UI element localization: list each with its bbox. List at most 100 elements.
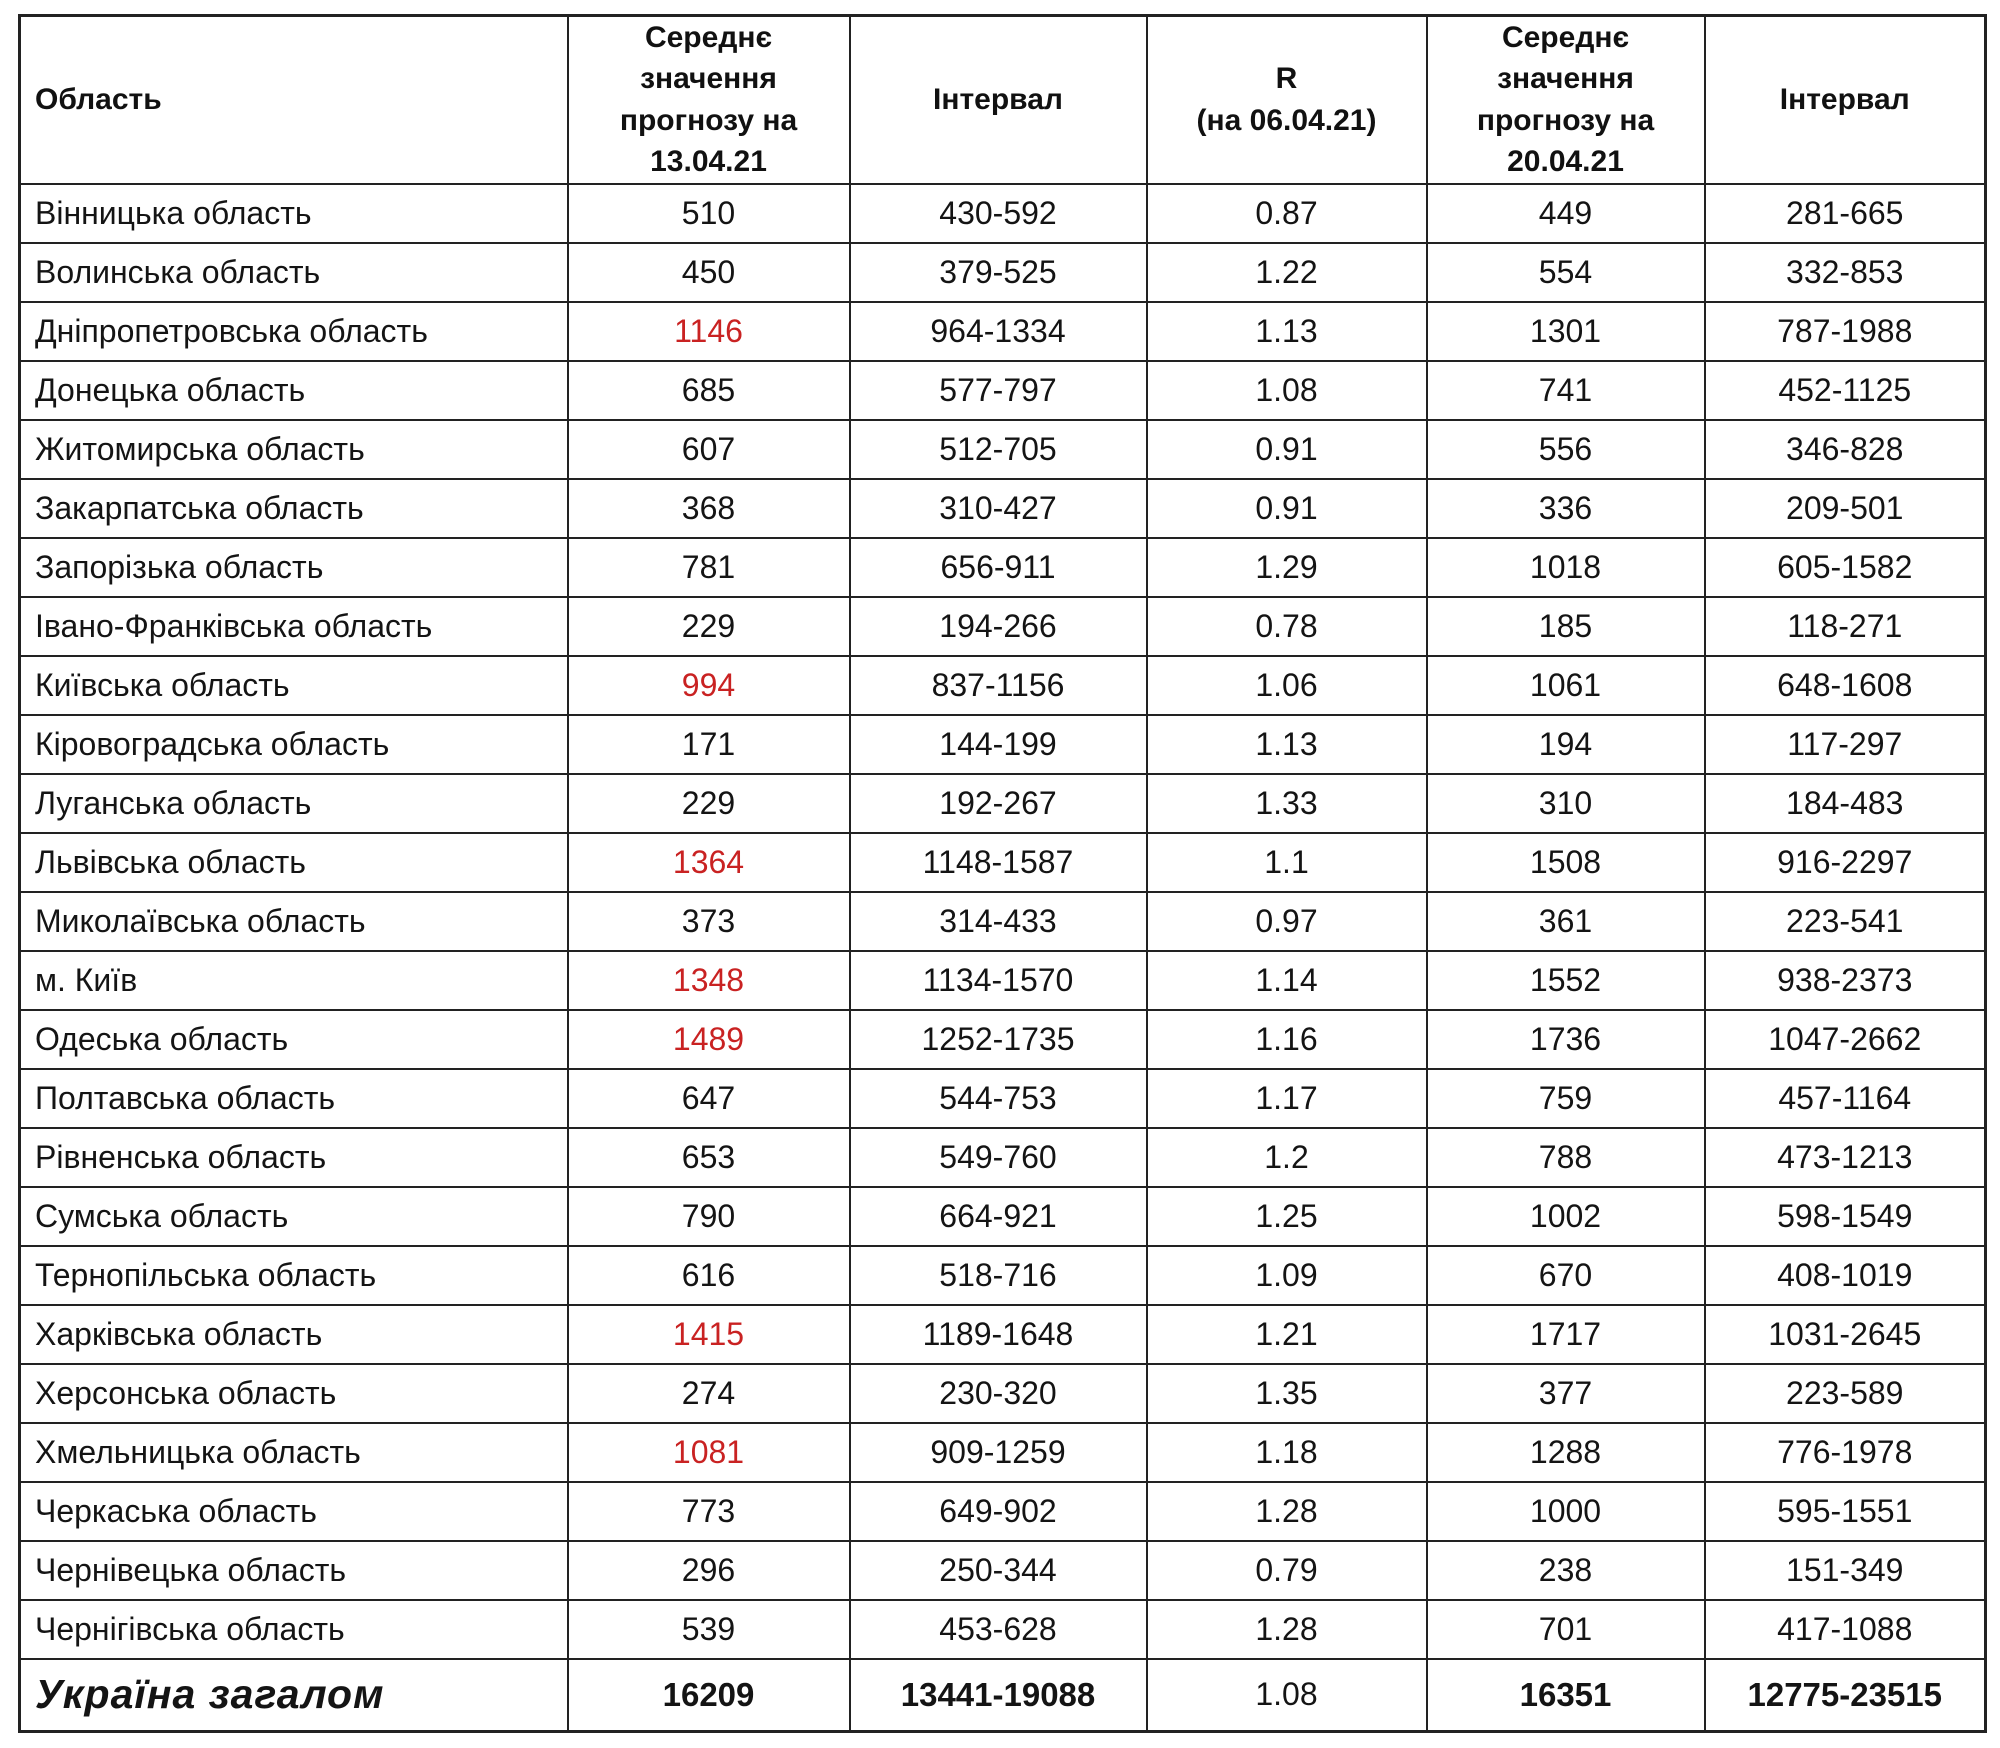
mean-13-cell: 647	[566, 1067, 851, 1129]
mean-20-cell: 310	[1425, 772, 1706, 834]
table-row: Чернівецька область 296 250-344 0.79 238…	[18, 1539, 1987, 1601]
interval-13-cell: 192-267	[848, 772, 1148, 834]
region-cell: Чернівецька область	[18, 1539, 569, 1601]
r-cell: 1.35	[1145, 1362, 1428, 1424]
region-cell: Луганська область	[18, 772, 569, 834]
mean-20-cell: 1717	[1425, 1303, 1706, 1365]
r-cell: 0.91	[1145, 477, 1428, 539]
interval-20-cell: 117-297	[1703, 713, 1987, 775]
column-header-mean-13-04: Середнє значення прогнозу на 13.04.21	[566, 14, 851, 185]
region-cell: Миколаївська область	[18, 890, 569, 952]
interval-13-cell: 649-902	[848, 1480, 1148, 1542]
interval-20-cell: 209-501	[1703, 477, 1987, 539]
mean-20-cell: 1301	[1425, 300, 1706, 362]
region-cell: Волинська область	[18, 241, 569, 303]
table-row: Сумська область 790 664-921 1.25 1002 59…	[18, 1185, 1987, 1247]
interval-20-cell: 346-828	[1703, 418, 1987, 480]
region-cell: Хмельницька область	[18, 1421, 569, 1483]
mean-13-cell: 607	[566, 418, 851, 480]
mean-20-cell: 1061	[1425, 654, 1706, 716]
mean-20-cell: 336	[1425, 477, 1706, 539]
region-cell: Кіровоградська область	[18, 713, 569, 775]
table-row: Хмельницька область 1081 909-1259 1.18 1…	[18, 1421, 1987, 1483]
interval-13-cell: 512-705	[848, 418, 1148, 480]
interval-20-cell: 595-1551	[1703, 1480, 1987, 1542]
interval-13-cell: 1148-1587	[848, 831, 1148, 893]
region-cell: Івано-Франківська область	[18, 595, 569, 657]
total-mean-20-cell: 16351	[1425, 1657, 1706, 1733]
interval-13-cell: 1252-1735	[848, 1008, 1148, 1070]
interval-13-cell: 837-1156	[848, 654, 1148, 716]
mean-20-cell: 556	[1425, 418, 1706, 480]
table-row: Черкаська область 773 649-902 1.28 1000 …	[18, 1480, 1987, 1542]
mean-13-cell: 781	[566, 536, 851, 598]
interval-13-cell: 909-1259	[848, 1421, 1148, 1483]
mean-13-cell: 1415	[566, 1303, 851, 1365]
column-header-mean-20-04: Середнє значення прогнозу на 20.04.21	[1425, 14, 1706, 185]
mean-20-cell: 554	[1425, 241, 1706, 303]
mean-13-cell: 773	[566, 1480, 851, 1542]
interval-20-cell: 648-1608	[1703, 654, 1987, 716]
total-region-cell: Україна загалом	[18, 1657, 569, 1733]
interval-13-cell: 194-266	[848, 595, 1148, 657]
r-cell: 1.17	[1145, 1067, 1428, 1129]
r-cell: 1.06	[1145, 654, 1428, 716]
mean-13-cell: 685	[566, 359, 851, 421]
mean-13-cell: 296	[566, 1539, 851, 1601]
mean-13-cell: 790	[566, 1185, 851, 1247]
table-row: Івано-Франківська область 229 194-266 0.…	[18, 595, 1987, 657]
r-cell: 1.33	[1145, 772, 1428, 834]
mean-20-cell: 701	[1425, 1598, 1706, 1660]
mean-20-cell: 741	[1425, 359, 1706, 421]
interval-13-cell: 577-797	[848, 359, 1148, 421]
mean-20-cell: 361	[1425, 890, 1706, 952]
interval-13-cell: 310-427	[848, 477, 1148, 539]
interval-20-cell: 223-541	[1703, 890, 1987, 952]
forecast-table: Область Середнє значення прогнозу на 13.…	[18, 14, 1987, 1733]
region-cell: Сумська область	[18, 1185, 569, 1247]
interval-20-cell: 151-349	[1703, 1539, 1987, 1601]
r-cell: 1.22	[1145, 241, 1428, 303]
table-row: Дніпропетровська область 1146 964-1334 1…	[18, 300, 1987, 362]
interval-13-cell: 549-760	[848, 1126, 1148, 1188]
total-interval-20-cell: 12775-23515	[1703, 1657, 1987, 1733]
table-row: Тернопільська область 616 518-716 1.09 6…	[18, 1244, 1987, 1306]
interval-13-cell: 518-716	[848, 1244, 1148, 1306]
total-r-cell: 1.08	[1145, 1657, 1428, 1733]
mean-13-cell: 1081	[566, 1421, 851, 1483]
interval-20-cell: 223-589	[1703, 1362, 1987, 1424]
mean-13-cell: 539	[566, 1598, 851, 1660]
mean-20-cell: 759	[1425, 1067, 1706, 1129]
interval-13-cell: 964-1334	[848, 300, 1148, 362]
table-row: Харківська область 1415 1189-1648 1.21 1…	[18, 1303, 1987, 1365]
column-header-r: R (на 06.04.21)	[1145, 14, 1428, 185]
region-cell: Рівненська область	[18, 1126, 569, 1188]
r-cell: 0.79	[1145, 1539, 1428, 1601]
interval-20-cell: 1031-2645	[1703, 1303, 1987, 1365]
interval-20-cell: 916-2297	[1703, 831, 1987, 893]
r-cell: 1.28	[1145, 1598, 1428, 1660]
interval-13-cell: 544-753	[848, 1067, 1148, 1129]
mean-20-cell: 670	[1425, 1244, 1706, 1306]
table-row: Волинська область 450 379-525 1.22 554 3…	[18, 241, 1987, 303]
mean-20-cell: 1000	[1425, 1480, 1706, 1542]
mean-13-cell: 450	[566, 241, 851, 303]
r-cell: 1.21	[1145, 1303, 1428, 1365]
r-cell: 1.08	[1145, 359, 1428, 421]
table-row: Рівненська область 653 549-760 1.2 788 4…	[18, 1126, 1987, 1188]
table-header: Область Середнє значення прогнозу на 13.…	[18, 14, 1987, 185]
mean-20-cell: 1736	[1425, 1008, 1706, 1070]
column-header-region: Область	[18, 14, 569, 185]
header-row: Область Середнє значення прогнозу на 13.…	[18, 14, 1987, 185]
interval-13-cell: 656-911	[848, 536, 1148, 598]
region-cell: Донецька область	[18, 359, 569, 421]
total-interval-13-cell: 13441-19088	[848, 1657, 1148, 1733]
region-cell: Чернігівська область	[18, 1598, 569, 1660]
table-row: Одеська область 1489 1252-1735 1.16 1736…	[18, 1008, 1987, 1070]
mean-13-cell: 171	[566, 713, 851, 775]
mean-13-cell: 994	[566, 654, 851, 716]
region-cell: Черкаська область	[18, 1480, 569, 1542]
interval-20-cell: 184-483	[1703, 772, 1987, 834]
table-row: Житомирська область 607 512-705 0.91 556…	[18, 418, 1987, 480]
interval-20-cell: 787-1988	[1703, 300, 1987, 362]
